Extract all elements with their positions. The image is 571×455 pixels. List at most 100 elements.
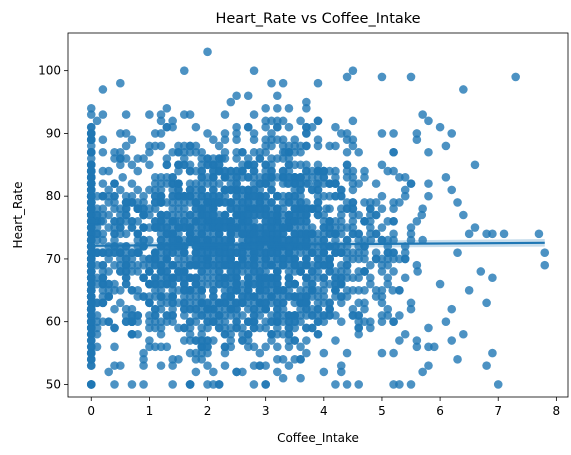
- data-point: [92, 116, 102, 126]
- data-point: [348, 141, 358, 151]
- data-point: [273, 235, 282, 245]
- data-point: [290, 298, 300, 308]
- data-point: [150, 286, 160, 295]
- data-point: [156, 273, 166, 283]
- data-point: [534, 229, 544, 239]
- data-point: [203, 129, 212, 138]
- data-point: [86, 311, 96, 320]
- data-point: [261, 122, 270, 132]
- data-point: [226, 204, 236, 214]
- data-point: [406, 380, 416, 389]
- data-point: [249, 323, 259, 333]
- data-point: [139, 254, 148, 264]
- data-point: [302, 179, 311, 188]
- data-point: [86, 304, 96, 314]
- data-point: [284, 361, 294, 370]
- data-point: [226, 198, 236, 207]
- data-point: [86, 248, 96, 257]
- data-point: [366, 204, 375, 214]
- data-point: [104, 254, 113, 264]
- data-point: [348, 311, 358, 320]
- data-point: [179, 286, 189, 295]
- data-point: [133, 229, 143, 239]
- data-point: [249, 135, 259, 144]
- data-point: [133, 185, 143, 195]
- data-point: [197, 323, 207, 333]
- data-point: [185, 223, 195, 232]
- data-point: [214, 267, 224, 276]
- data-point: [424, 147, 433, 157]
- data-point: [226, 216, 236, 226]
- data-point: [174, 141, 183, 151]
- data-point: [261, 104, 270, 113]
- data-point: [150, 292, 160, 301]
- data-point: [313, 141, 323, 151]
- data-point: [377, 129, 387, 138]
- x-tick-label: 3: [262, 404, 270, 418]
- data-point: [139, 380, 148, 389]
- data-point: [325, 216, 334, 226]
- data-point: [86, 273, 96, 283]
- data-point: [133, 154, 143, 163]
- data-point: [197, 355, 207, 364]
- data-point: [290, 317, 300, 326]
- y-tick-label: 70: [46, 252, 61, 266]
- data-point: [389, 229, 398, 239]
- data-point: [185, 147, 195, 157]
- data-point: [185, 317, 195, 326]
- data-point: [331, 311, 340, 320]
- data-point: [255, 223, 265, 232]
- data-point: [307, 166, 317, 176]
- data-point: [255, 286, 265, 295]
- data-point: [98, 235, 108, 245]
- data-point: [191, 141, 201, 151]
- data-point: [92, 229, 102, 239]
- data-point: [348, 173, 358, 182]
- data-point: [307, 185, 317, 195]
- data-point: [133, 166, 143, 176]
- data-point: [348, 216, 358, 226]
- data-point: [261, 210, 270, 220]
- data-point: [336, 248, 346, 257]
- data-point: [377, 348, 387, 358]
- data-point: [267, 292, 276, 301]
- data-point: [203, 179, 212, 188]
- data-point: [121, 254, 131, 264]
- data-point: [377, 160, 387, 170]
- x-tick-label: 4: [320, 404, 328, 418]
- data-point: [203, 298, 212, 308]
- data-point: [92, 317, 102, 326]
- data-point: [313, 78, 323, 88]
- data-point: [255, 185, 265, 195]
- data-point: [255, 348, 265, 358]
- y-tick-label: 100: [38, 64, 61, 78]
- data-point: [156, 179, 166, 188]
- data-point: [203, 304, 212, 314]
- data-point: [249, 254, 259, 264]
- data-point: [400, 191, 410, 201]
- data-point: [139, 198, 148, 207]
- data-point: [86, 235, 96, 245]
- data-point: [319, 166, 329, 176]
- data-point: [342, 72, 352, 82]
- data-point: [191, 279, 201, 289]
- data-point: [86, 260, 96, 270]
- data-point: [179, 235, 189, 245]
- data-point: [197, 204, 207, 214]
- data-point: [336, 367, 346, 377]
- data-point: [336, 210, 346, 220]
- data-point: [319, 210, 329, 220]
- data-point: [145, 267, 154, 276]
- data-point: [302, 97, 311, 107]
- data-point: [232, 129, 241, 138]
- data-point: [424, 361, 433, 370]
- data-point: [354, 323, 363, 333]
- data-point: [150, 323, 160, 333]
- data-point: [319, 173, 329, 182]
- data-point: [336, 185, 346, 195]
- data-point: [214, 304, 224, 314]
- data-point: [203, 160, 212, 170]
- data-point: [156, 129, 166, 138]
- x-axis: 0 1 2 3 4 5 6 7 8: [87, 397, 560, 418]
- data-point: [98, 85, 108, 94]
